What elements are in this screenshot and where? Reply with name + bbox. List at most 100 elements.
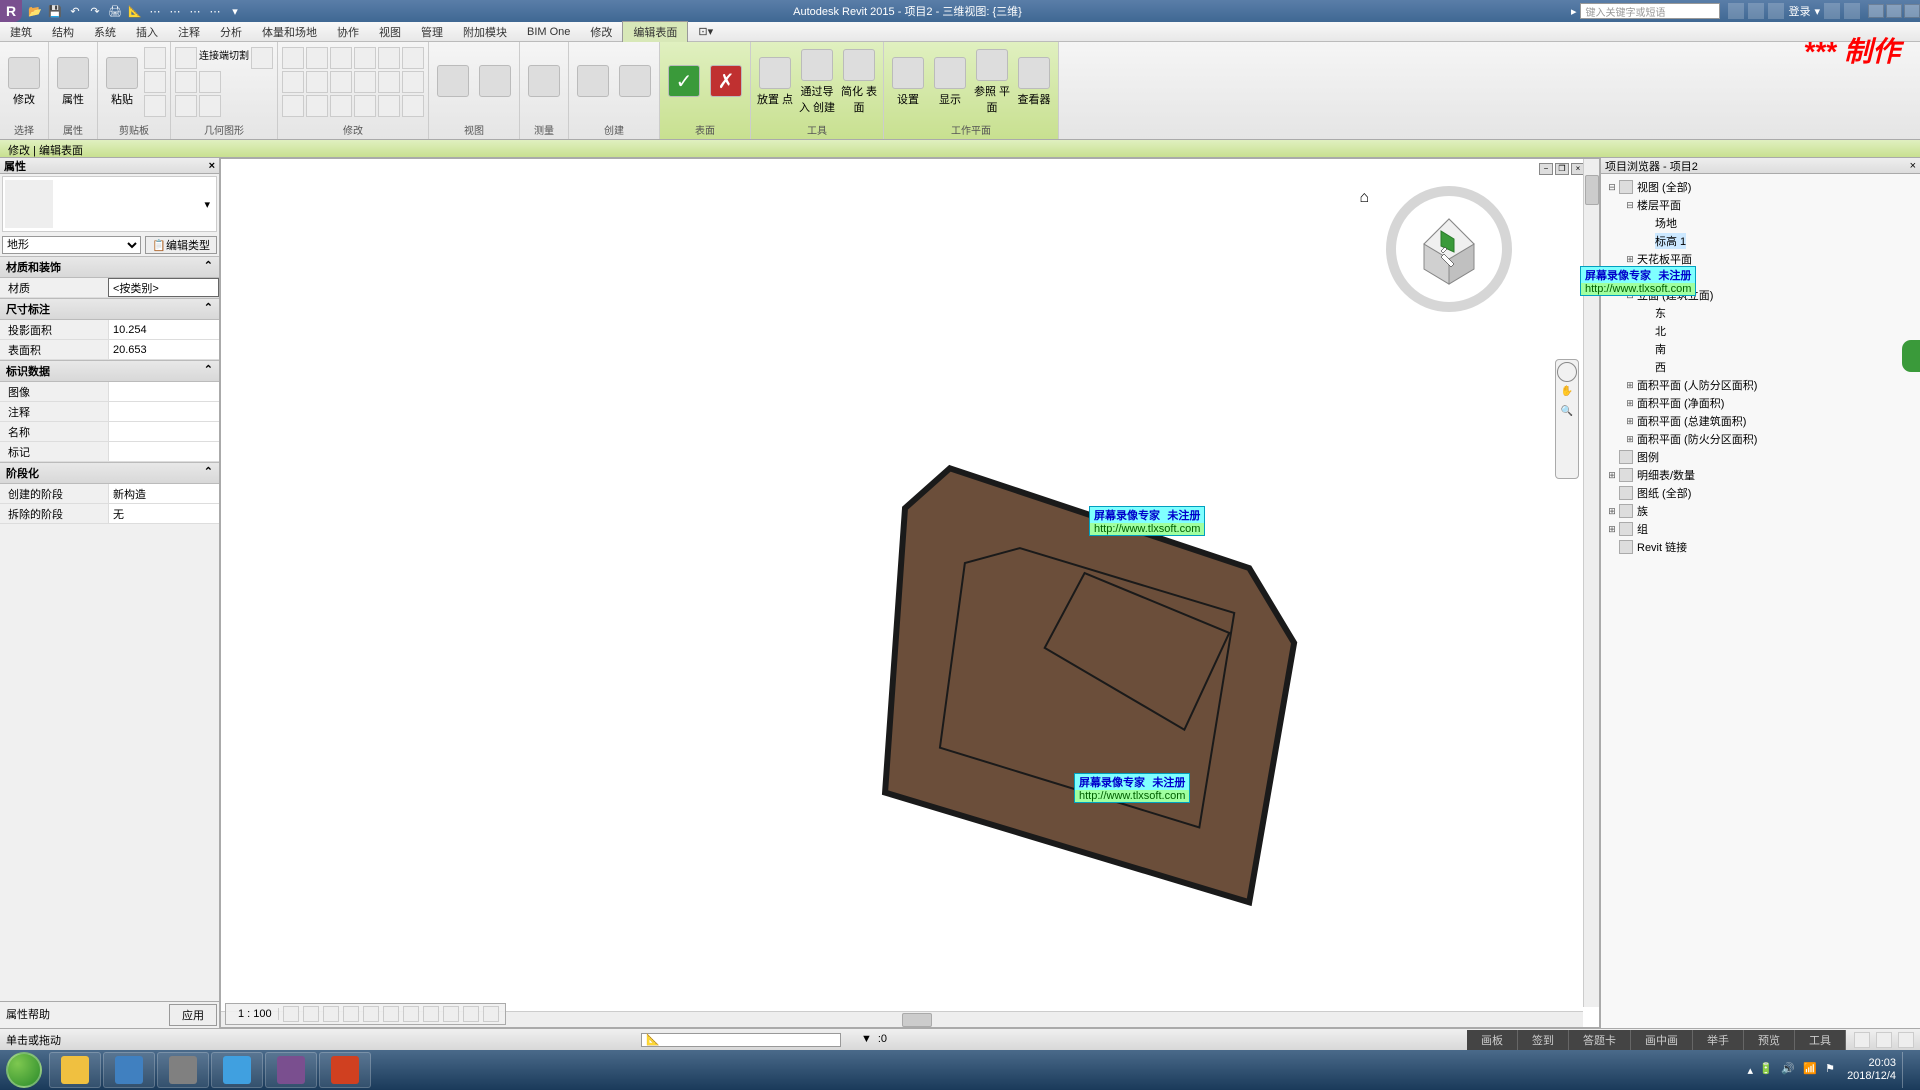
taskbar-item[interactable] bbox=[49, 1052, 101, 1088]
tree-item[interactable]: ⊟视图 (全部) bbox=[1601, 178, 1920, 196]
type-selector[interactable]: 地形 bbox=[2, 236, 141, 254]
status-input[interactable]: 📐 bbox=[641, 1033, 841, 1047]
ribbon-button[interactable]: 参照 平面 bbox=[972, 47, 1012, 117]
tree-label[interactable]: 视图 (全部) bbox=[1637, 179, 1691, 195]
modify-button[interactable] bbox=[354, 47, 376, 69]
tree-item[interactable]: 场地 bbox=[1601, 214, 1920, 232]
ribbon-button[interactable] bbox=[573, 47, 613, 117]
modify-button[interactable] bbox=[402, 95, 424, 117]
view-scale[interactable]: 1 : 100 bbox=[232, 1008, 279, 1020]
modify-button[interactable] bbox=[306, 95, 328, 117]
detail-level-icon[interactable] bbox=[283, 1006, 299, 1022]
prop-section-header[interactable]: 材质和装饰⌃ bbox=[0, 256, 219, 278]
viewcube[interactable] bbox=[1379, 179, 1519, 319]
modify-button[interactable] bbox=[378, 71, 400, 93]
vc-btn[interactable] bbox=[483, 1006, 499, 1022]
menu-tab-1[interactable]: 结构 bbox=[42, 22, 84, 42]
bottom-tab[interactable]: 工具 bbox=[1795, 1030, 1846, 1050]
qat-print-icon[interactable]: 🖨 bbox=[106, 2, 124, 20]
menu-tab-12[interactable]: 修改 bbox=[580, 22, 622, 42]
rendering-icon[interactable] bbox=[363, 1006, 379, 1022]
app-icon[interactable]: R bbox=[0, 0, 22, 22]
qat-measure-icon[interactable]: 📐 bbox=[126, 2, 144, 20]
qat-btn[interactable]: ⋯ bbox=[166, 2, 184, 20]
tree-item[interactable]: 北 bbox=[1601, 322, 1920, 340]
ribbon-button[interactable]: 简化 表面 bbox=[839, 47, 879, 117]
ribbon-button[interactable] bbox=[524, 47, 564, 117]
prop-value[interactable] bbox=[108, 402, 219, 421]
bottom-tab[interactable]: 画中画 bbox=[1631, 1030, 1693, 1050]
user-icon[interactable] bbox=[1768, 3, 1784, 19]
ribbon-small-button[interactable] bbox=[144, 47, 166, 69]
canvas[interactable]: − ❐ × ⌂ bbox=[220, 158, 1600, 1028]
tree-item[interactable]: ⊞面积平面 (防火分区面积) bbox=[1601, 430, 1920, 448]
modify-button[interactable] bbox=[330, 47, 352, 69]
modify-button[interactable] bbox=[306, 47, 328, 69]
prop-section-header[interactable]: 标识数据⌃ bbox=[0, 360, 219, 382]
geom-button[interactable] bbox=[175, 95, 197, 117]
tree-item[interactable]: 西 bbox=[1601, 358, 1920, 376]
qat-btn[interactable]: ⋯ bbox=[186, 2, 204, 20]
temp-hide-icon[interactable] bbox=[443, 1006, 459, 1022]
tree-item[interactable]: 南 bbox=[1601, 340, 1920, 358]
taskbar-item[interactable] bbox=[157, 1052, 209, 1088]
qat-undo-icon[interactable]: ↶ bbox=[66, 2, 84, 20]
doc-minimize-button[interactable]: − bbox=[1539, 163, 1553, 175]
clock[interactable]: 20:03 2018/12/4 bbox=[1847, 1057, 1896, 1083]
prop-value[interactable]: <按类别> bbox=[108, 278, 219, 297]
taskbar-item[interactable] bbox=[319, 1052, 371, 1088]
tree-label[interactable]: 西 bbox=[1655, 359, 1666, 375]
modify-button[interactable] bbox=[354, 71, 376, 93]
prop-value[interactable]: 无 bbox=[108, 504, 219, 523]
menu-tab-7[interactable]: 协作 bbox=[327, 22, 369, 42]
type-preview[interactable]: ▾ bbox=[2, 176, 217, 232]
prop-value[interactable]: 新构造 bbox=[108, 484, 219, 503]
chevron-down-icon[interactable]: ▾ bbox=[204, 198, 210, 211]
ribbon-button[interactable]: 修改 bbox=[4, 47, 44, 117]
shadows-icon[interactable] bbox=[343, 1006, 359, 1022]
reveal-icon[interactable] bbox=[463, 1006, 479, 1022]
tree-label[interactable]: 族 bbox=[1637, 503, 1648, 519]
menu-tab-11[interactable]: BIM One bbox=[517, 24, 580, 40]
ribbon-button[interactable] bbox=[475, 47, 515, 117]
subscription-icon[interactable] bbox=[1728, 3, 1744, 19]
volume-icon[interactable]: 🔊 bbox=[1781, 1062, 1797, 1078]
help-icon[interactable] bbox=[1844, 3, 1860, 19]
search-arrow-icon[interactable]: ▸ bbox=[1571, 5, 1577, 18]
tree-label[interactable]: 场地 bbox=[1655, 215, 1677, 231]
close-button[interactable] bbox=[1904, 4, 1920, 18]
tree-label[interactable]: 组 bbox=[1637, 521, 1648, 537]
menu-tab-9[interactable]: 管理 bbox=[411, 22, 453, 42]
qat-open-icon[interactable]: 📂 bbox=[26, 2, 44, 20]
modify-button[interactable] bbox=[354, 95, 376, 117]
qat-redo-icon[interactable]: ↷ bbox=[86, 2, 104, 20]
geom-button[interactable] bbox=[175, 71, 197, 93]
qat-btn[interactable]: ⋯ bbox=[206, 2, 224, 20]
tree-label[interactable]: 面积平面 (防火分区面积) bbox=[1637, 431, 1757, 447]
modify-button[interactable] bbox=[306, 71, 328, 93]
tree-label[interactable]: 东 bbox=[1655, 305, 1666, 321]
ribbon-button[interactable] bbox=[615, 47, 655, 117]
tree-label[interactable]: 面积平面 (人防分区面积) bbox=[1637, 377, 1757, 393]
ribbon-button[interactable]: 通过导入 创建 bbox=[797, 47, 837, 117]
prop-value[interactable] bbox=[108, 442, 219, 461]
start-button[interactable] bbox=[0, 1050, 48, 1090]
tree-item[interactable]: ⊞明细表/数量 bbox=[1601, 466, 1920, 484]
ribbon-button[interactable] bbox=[433, 47, 473, 117]
tree-label[interactable]: 楼层平面 bbox=[1637, 197, 1681, 213]
finish-button[interactable]: ✓ bbox=[664, 47, 704, 117]
star-icon[interactable] bbox=[1748, 3, 1764, 19]
tray-icon[interactable]: ⚑ bbox=[1825, 1062, 1841, 1078]
modify-button[interactable] bbox=[330, 95, 352, 117]
bottom-tab[interactable]: 预览 bbox=[1744, 1030, 1795, 1050]
modify-button[interactable] bbox=[402, 47, 424, 69]
tree-toggle-icon[interactable]: ⊞ bbox=[1605, 524, 1619, 535]
tree-toggle-icon[interactable]: ⊞ bbox=[1623, 380, 1637, 391]
restore-button[interactable] bbox=[1886, 4, 1902, 18]
floating-badge[interactable] bbox=[1902, 340, 1920, 372]
navigation-bar[interactable]: ✋ 🔍 bbox=[1555, 359, 1579, 479]
taskbar-item[interactable] bbox=[211, 1052, 263, 1088]
tree-toggle-icon[interactable]: ⊞ bbox=[1623, 398, 1637, 409]
filter-icon[interactable]: ▼ bbox=[861, 1033, 872, 1047]
tree-item[interactable]: ⊞面积平面 (总建筑面积) bbox=[1601, 412, 1920, 430]
